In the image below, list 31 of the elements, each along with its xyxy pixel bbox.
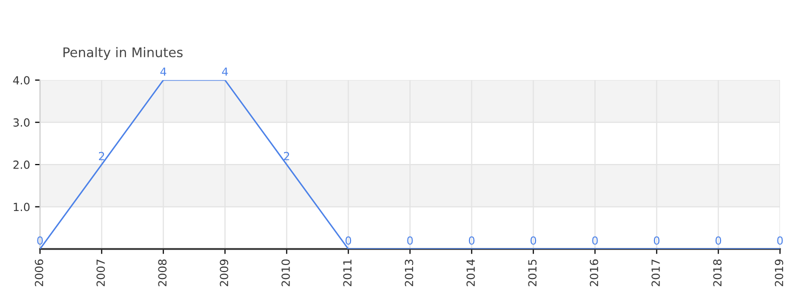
data-label: 0 xyxy=(530,236,536,245)
data-label: 4 xyxy=(160,68,166,76)
data-label: 2 xyxy=(284,152,290,160)
y-tick-label: 1.0 xyxy=(14,202,30,212)
x-tick-label: 2007 xyxy=(96,260,105,286)
data-label: 0 xyxy=(37,236,43,245)
x-tick-label: 2006 xyxy=(34,259,44,286)
x-tick-label: 2008 xyxy=(158,259,167,286)
data-label: 0 xyxy=(654,236,660,245)
y-tick-label: 2.0 xyxy=(13,160,30,169)
x-tick-label: 2016 xyxy=(590,259,598,286)
data-label: 4 xyxy=(222,68,228,76)
data-label: 0 xyxy=(716,236,722,245)
x-tick-label: 2010 xyxy=(281,259,290,286)
x-tick-label: 2018 xyxy=(713,259,722,286)
data-label: 0 xyxy=(346,236,352,245)
y-tick-label: 3.0 xyxy=(13,118,30,127)
x-tick-label: 2013 xyxy=(404,260,414,286)
x-tick-label: 2015 xyxy=(528,260,537,286)
data-label: 0 xyxy=(468,236,474,245)
data-label: 2 xyxy=(98,152,104,160)
x-tick-label: 2017 xyxy=(651,260,660,286)
x-tick-label: 2009 xyxy=(220,260,228,286)
y-axis-title: Penalty in Minutes xyxy=(63,47,183,60)
x-tick-label: 2019 xyxy=(774,260,784,286)
x-tick-label: 2014 xyxy=(466,259,475,286)
x-tick-label: 2011 xyxy=(343,260,352,286)
data-label: 0 xyxy=(407,236,413,245)
data-label: 0 xyxy=(777,236,783,245)
y-tick-label: 4.0 xyxy=(13,76,30,84)
data-label: 0 xyxy=(592,236,598,245)
